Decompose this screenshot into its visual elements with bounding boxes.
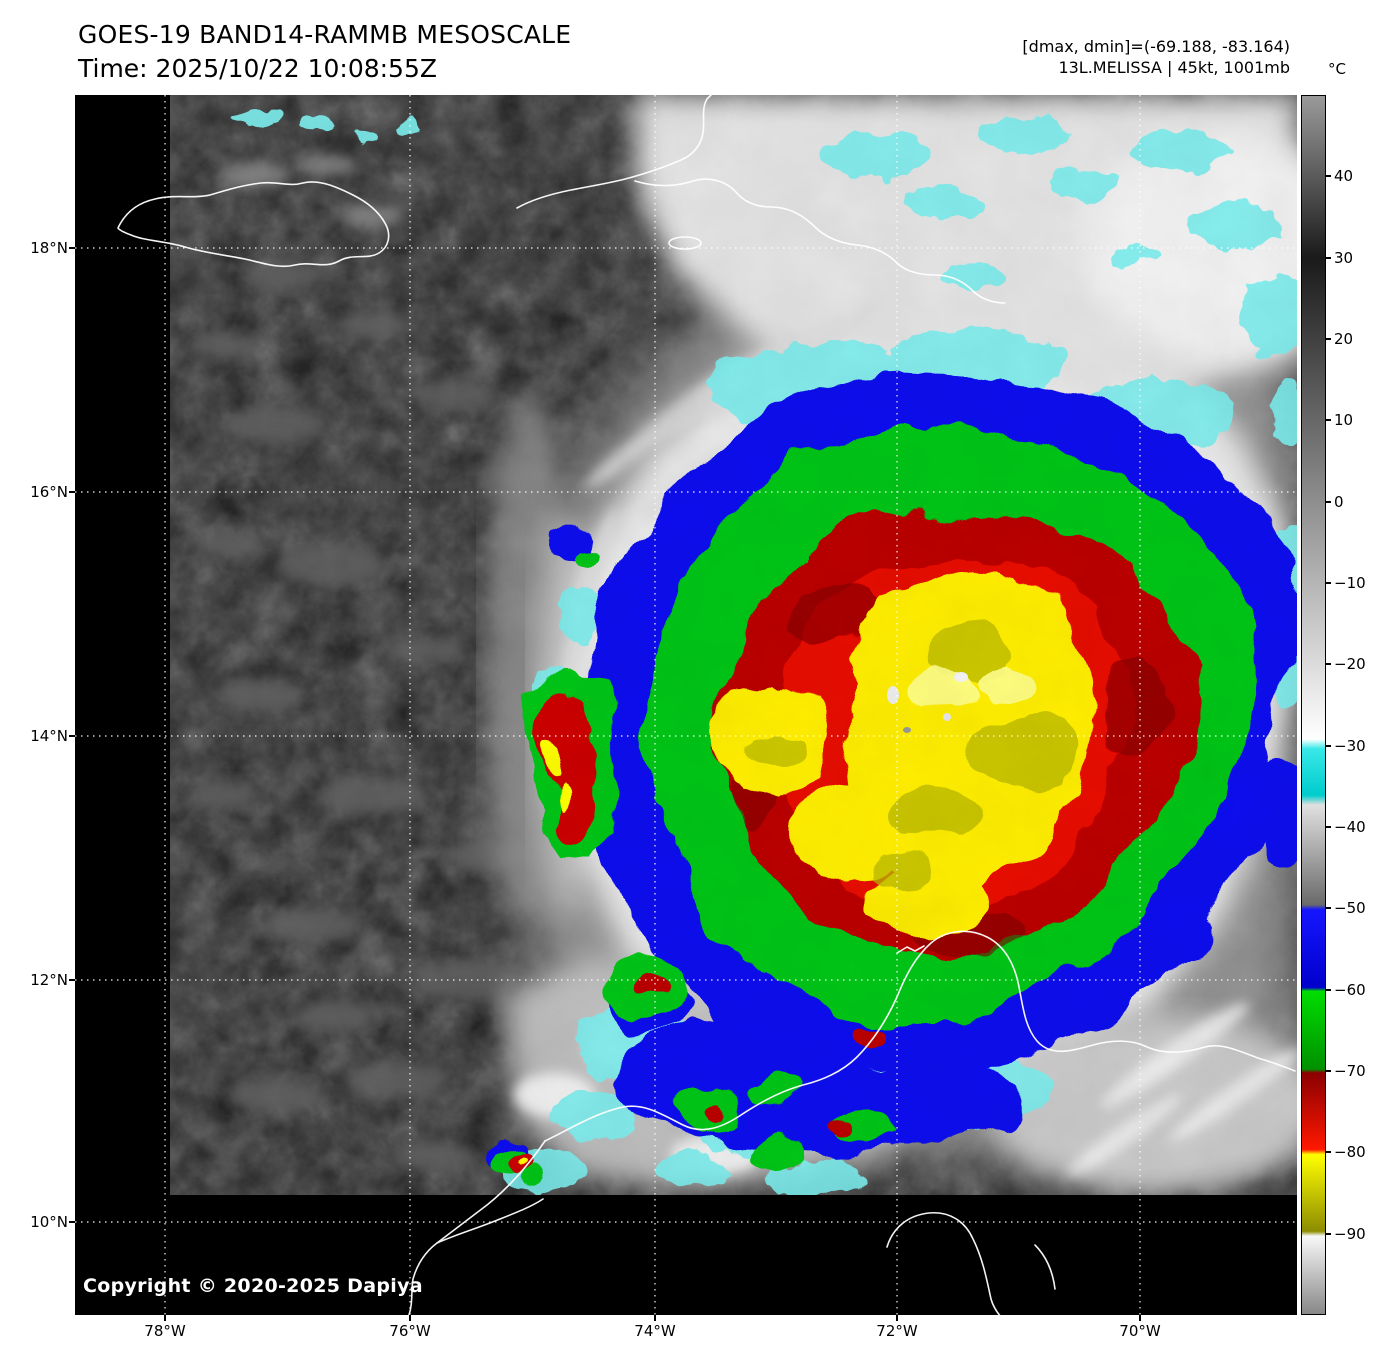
colorbar-tick-mark xyxy=(1326,175,1331,178)
lon-tick-mark xyxy=(654,1315,656,1321)
lat-tick-label: 14°N xyxy=(30,727,68,745)
colorbar-tick-label: −40 xyxy=(1334,818,1366,836)
colorbar-tick-label: −70 xyxy=(1334,1062,1366,1080)
colorbar-unit-label: °C xyxy=(1328,60,1346,78)
coastline-haiti xyxy=(516,95,712,209)
timestamp: Time: 2025/10/22 10:08:55Z xyxy=(78,54,437,83)
satellite-map-plot: Copyright © 2020-2025 Dapiya xyxy=(75,95,1297,1315)
colorbar-tick-mark xyxy=(1326,1232,1331,1235)
page-title: GOES-19 BAND14-RAMMB MESOSCALE xyxy=(78,20,572,49)
dmax-dmin-readout: [dmax, dmin]=(-69.188, -83.164) xyxy=(1022,37,1290,56)
colorbar-tick-mark xyxy=(1326,256,1331,259)
colorbar-tick-mark xyxy=(1326,1070,1331,1072)
colorbar-tick-mark xyxy=(1326,582,1331,584)
coastline-maracaibo xyxy=(886,1212,1001,1315)
colorbar-tick-label: −30 xyxy=(1334,736,1366,755)
colorbar-tick-label: −80 xyxy=(1334,1143,1366,1162)
storm-info: 13L.MELISSA | 45kt, 1001mb xyxy=(1058,58,1290,77)
lon-tick-mark xyxy=(409,1315,411,1321)
colorbar-tick-label: 40 xyxy=(1334,167,1354,186)
colorbar-tick-label: −20 xyxy=(1334,655,1366,674)
lat-tick-mark xyxy=(69,735,75,737)
lat-tick-label: 10°N xyxy=(30,1213,68,1231)
lat-tick-mark xyxy=(69,1221,75,1223)
header-left: GOES-19 BAND14-RAMMB MESOSCALE Time: 202… xyxy=(78,20,571,84)
lat-tick-mark xyxy=(69,979,75,981)
satellite-data-region xyxy=(170,95,1297,1195)
colorbar-tick-mark xyxy=(1326,1151,1331,1154)
lat-tick-label: 16°N xyxy=(30,483,68,501)
colorbar-tick-label: −90 xyxy=(1334,1224,1366,1243)
colorbar-tick-label: −50 xyxy=(1334,899,1366,918)
lat-tick-label: 18°N xyxy=(30,239,68,257)
lon-tick-mark xyxy=(896,1315,898,1321)
coastline-south-america xyxy=(544,930,1296,1142)
lon-tick-mark xyxy=(1139,1315,1141,1321)
colorbar-tick-mark xyxy=(1326,338,1331,340)
colorbar-tick-mark xyxy=(1326,663,1331,666)
lon-tick-label: 70°W xyxy=(1119,1322,1161,1340)
colorbar-tick-mark xyxy=(1326,500,1331,503)
colorbar-tick-label: 30 xyxy=(1334,248,1354,267)
lon-tick-label: 76°W xyxy=(389,1322,431,1340)
colorbar-tick-label: −10 xyxy=(1334,574,1366,592)
lon-tick-label: 74°W xyxy=(634,1322,676,1340)
colorbar-tick-mark xyxy=(1326,419,1331,422)
lon-tick-label: 78°W xyxy=(144,1322,186,1340)
colorbar-tick-mark xyxy=(1326,744,1331,747)
colorbar-tick-mark xyxy=(1326,907,1331,910)
satellite-image xyxy=(75,95,1297,1315)
colorbar-tick-mark xyxy=(1326,988,1331,991)
lon-tick-label: 72°W xyxy=(876,1322,918,1340)
colorbar-tick-label: −60 xyxy=(1334,980,1366,999)
colorbar-tick-mark xyxy=(1326,826,1331,828)
header-right: [dmax, dmin]=(-69.188, -83.164) 13L.MELI… xyxy=(1022,36,1290,78)
colorbar-tick-label: 10 xyxy=(1334,411,1354,430)
lon-tick-mark xyxy=(164,1315,166,1321)
lat-tick-mark xyxy=(69,247,75,249)
colorbar-tick-label: 0 xyxy=(1334,492,1344,511)
colorbar-tick-label: 20 xyxy=(1334,330,1354,348)
copyright-notice: Copyright © 2020-2025 Dapiya xyxy=(83,1275,423,1297)
colorbar xyxy=(1301,95,1326,1315)
lat-tick-mark xyxy=(69,491,75,493)
lat-tick-label: 12°N xyxy=(30,971,68,989)
